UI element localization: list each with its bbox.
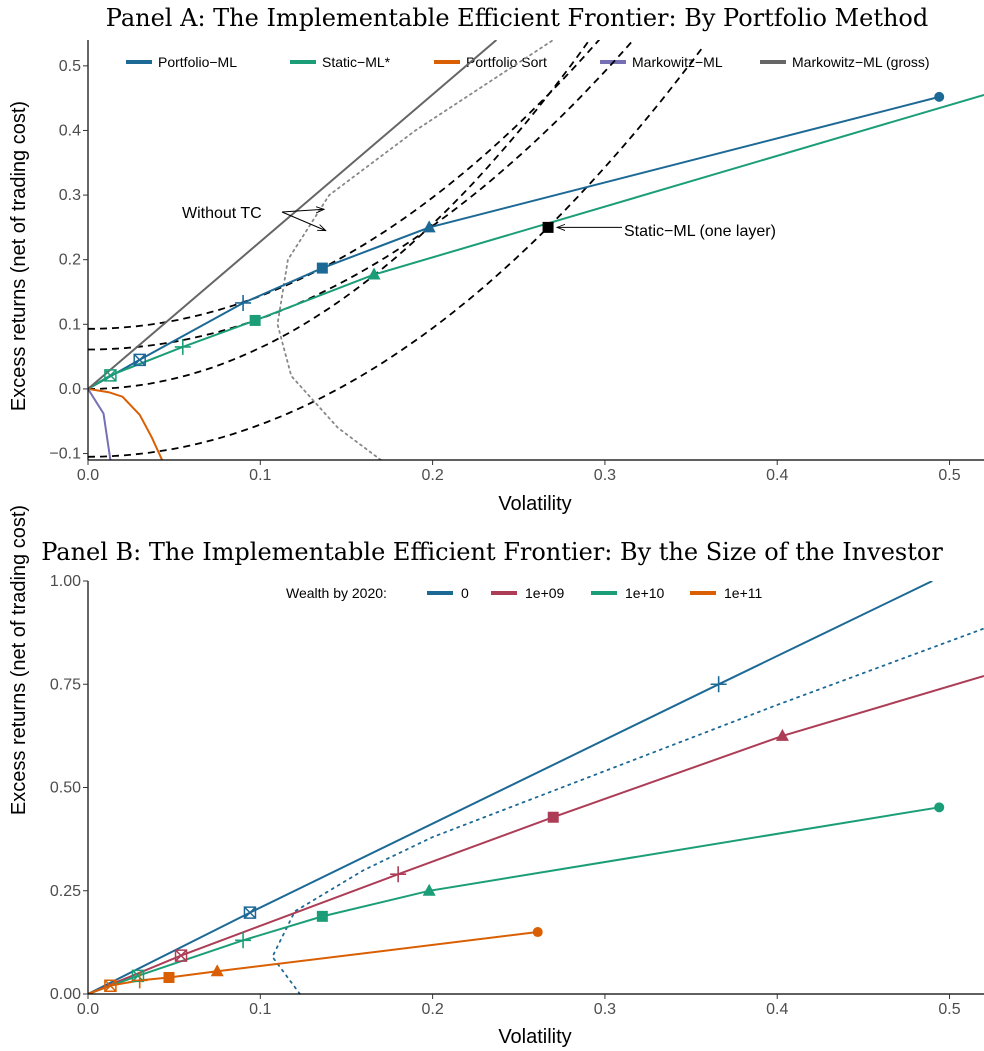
panel-b-y-tick-label: 0.75 <box>50 676 81 693</box>
portfolio-ml-line <box>88 95 940 390</box>
panel-a-x-tick-label: 0.1 <box>249 467 271 484</box>
wealth-1e-10-plus-marker <box>235 932 252 949</box>
wealth-1e-09-plus-marker <box>390 866 407 883</box>
wealth-1e-10-xsquare-marker <box>131 969 145 983</box>
wealth-1e-11-plus-marker <box>131 972 148 989</box>
panel-b-x-tick-label: 0.1 <box>249 1001 271 1018</box>
wealth-1e-09-xsquare-marker <box>174 949 188 962</box>
wealth-1e-09-triangle-marker <box>775 728 789 741</box>
panel-b-x-tick-label: 0.0 <box>77 1001 99 1018</box>
static-ml-xsquare-marker <box>104 369 117 382</box>
panel-b-y-tick-label: 0.25 <box>50 883 81 900</box>
panel-a-x-tick-label: 0.2 <box>421 467 443 484</box>
wealth-1e-09-square-marker <box>547 811 559 823</box>
panel-a-y-tick-label: 0.4 <box>59 122 81 139</box>
static-ml-one-layer-marker <box>542 221 554 233</box>
panel-b-x-tick-label: 0.5 <box>938 1001 960 1018</box>
wealth-1e-09-line <box>88 675 984 994</box>
panel-b-x-tick-label: 0.4 <box>766 1001 788 1018</box>
panel-b-y-tick-label: 1.00 <box>50 573 81 590</box>
legend-label-static-ml: Static−ML* <box>322 54 391 70</box>
panel-b-plot: 0.0 0.1 0.2 0.3 0.4 0.5 0.00 0.25 0.50 0.75 1.00 <box>50 573 984 1018</box>
legend-label-markowitz-ml-gross: Markowitz−ML (gross) <box>792 54 930 70</box>
legend-label-wealth-1e-10: 1e+10 <box>625 585 665 601</box>
panel-b-data-area <box>88 581 984 994</box>
panel-b-y-tick-label: 0.50 <box>50 780 81 797</box>
panel-b-x-tick-label: 0.3 <box>594 1001 616 1018</box>
wealth-1e-11-circle-marker <box>532 927 543 938</box>
panel-a-y-tick-label: 0.0 <box>59 381 81 398</box>
frontier-without-tc-line <box>276 40 555 460</box>
indifference-curve-3 <box>88 40 591 390</box>
static-ml-triangle-marker <box>367 267 381 280</box>
legend-label-wealth-0: 0 <box>461 585 469 601</box>
indifference-curve-2 <box>88 40 635 351</box>
panel-a-x-tick-label: 0.0 <box>77 467 99 484</box>
markowitz-ml-line <box>88 388 112 460</box>
wealth-0-plus-marker <box>710 676 727 693</box>
legend-label-markowitz-ml: Markowitz−ML <box>632 54 723 70</box>
panel-b: Panel B: The Implementable Efficient Fro… <box>8 505 984 1048</box>
panel-b-x-tick-label: 0.2 <box>421 1001 443 1018</box>
panel-a-x-axis-label: Volatility <box>498 493 571 515</box>
frontier-without-tc-line <box>271 627 984 994</box>
static-ml-one-layer-annotation: Static−ML (one layer) <box>624 223 776 240</box>
panel-a-y-tick-label: 0.2 <box>59 252 81 269</box>
portfolio-sort-line <box>88 387 164 460</box>
without-tc-arrow-2 <box>281 211 326 231</box>
portfolio-ml-plus-marker <box>235 294 252 311</box>
panel-a-y-axis-label: Excess returns (net of trading cost) <box>8 101 30 411</box>
wealth-0-line <box>88 581 933 994</box>
panel-b-x-axis-label: Volatility <box>498 1026 571 1048</box>
without-tc-annotation: Without TC <box>182 205 262 222</box>
wealth-1e-11-xsquare-marker <box>104 979 117 992</box>
panel-b-legend-title: Wealth by 2020: <box>286 585 387 601</box>
wealth-1e-11-triangle-marker <box>210 964 224 977</box>
static-ml-square-marker <box>249 314 261 326</box>
panel-b-y-axis-label: Excess returns (net of trading cost) <box>8 505 30 815</box>
panel-a-y-tick-label: 0.1 <box>59 316 81 333</box>
panel-a-x-tick-label: 0.5 <box>938 467 960 484</box>
without-tc-arrow-1 <box>281 209 324 212</box>
wealth-1e-10-line <box>88 806 940 994</box>
legend-label-portfolio-ml: Portfolio−ML <box>158 54 237 70</box>
legend-label-wealth-1e-09: 1e+09 <box>525 585 565 601</box>
panel-a-x-tick-label: 0.3 <box>594 467 616 484</box>
wealth-1e-10-circle-marker <box>934 802 945 813</box>
panel-a-plot: 0.0 0.1 0.2 0.3 0.4 0.5 −0.1 0.0 0.1 0.2 0.3 0.4 0.5 <box>49 40 984 484</box>
panel-a-title: Panel A: The Implementable Efficient Fro… <box>106 4 928 32</box>
panel-b-legend: Wealth by 2020: 0 1e+09 1e+10 1e+11 <box>286 585 762 601</box>
panel-b-y-tick-label: 0.00 <box>50 986 81 1003</box>
indifference-curve-1 <box>88 40 601 330</box>
wealth-1e-11-square-marker <box>163 971 175 983</box>
wealth-1e-11-line <box>88 931 538 994</box>
panel-b-title: Panel B: The Implementable Efficient Fro… <box>41 538 943 566</box>
panel-a-legend: Portfolio−ML Static−ML* Portfolio Sort Mark… <box>126 54 930 70</box>
portfolio-ml-triangle-marker <box>422 220 436 233</box>
portfolio-ml-circle-marker <box>934 91 945 102</box>
panel-a: Panel A: The Implementable Efficient Fro… <box>8 4 984 515</box>
portfolio-ml-xsquare-marker <box>133 353 146 367</box>
static-ml-line <box>88 93 984 390</box>
indifference-curve-4 <box>88 48 703 458</box>
markowitz-ml-gross-line <box>88 40 498 390</box>
wealth-1e-10-square-marker <box>316 910 328 922</box>
wealth-1e-10-triangle-marker <box>422 883 436 896</box>
panel-a-data-area <box>88 40 984 460</box>
panel-a-y-tick-label: 0.3 <box>59 187 81 204</box>
wealth-0-xsquare-marker <box>243 906 257 919</box>
panel-a-y-tick-label: −0.1 <box>49 446 81 463</box>
legend-label-wealth-1e-11: 1e+11 <box>724 585 762 601</box>
static-ml-plus-marker <box>174 338 191 355</box>
panel-a-y-tick-label: 0.5 <box>59 58 81 75</box>
panel-a-x-tick-label: 0.4 <box>766 467 788 484</box>
portfolio-ml-square-marker <box>316 262 328 274</box>
panel-a-annotations: Without TC Static−ML (one layer) <box>182 205 776 240</box>
